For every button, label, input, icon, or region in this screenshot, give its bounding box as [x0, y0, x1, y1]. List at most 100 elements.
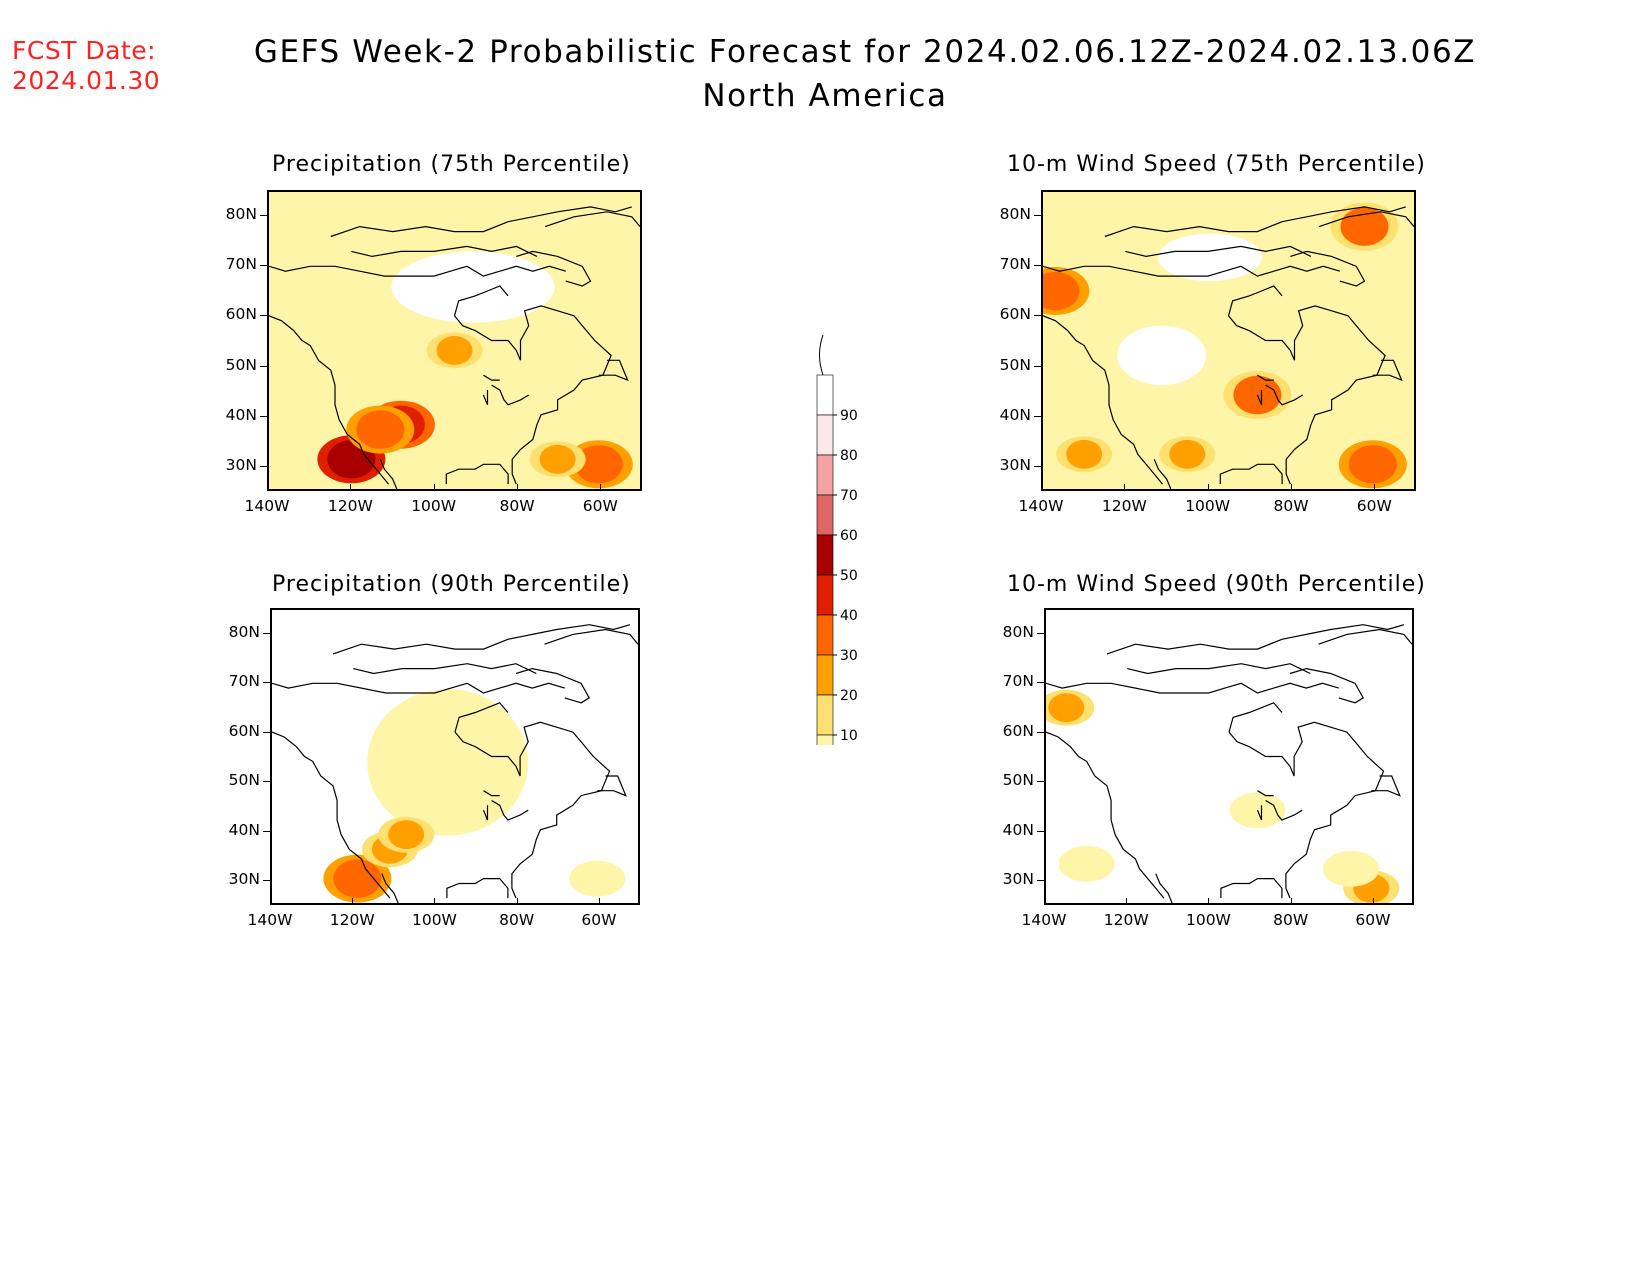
coastline-gulf-california	[379, 459, 398, 489]
coastline-baffin	[516, 250, 592, 287]
coastline-gulf	[1220, 878, 1283, 899]
colorbar-swatch	[816, 614, 834, 656]
lon-tickmark	[434, 898, 436, 905]
coastline-gulf	[446, 878, 509, 899]
lat-tick-label: 30N	[1002, 870, 1034, 889]
lon-tickmark	[1126, 898, 1128, 905]
lat-tick-label: 50N	[999, 355, 1031, 374]
lat-tick-label: 70N	[228, 672, 260, 691]
field-maximum	[574, 445, 623, 484]
lon-tick-label: 60W	[1356, 497, 1392, 515]
coastline-gulf-california	[1155, 873, 1173, 903]
coastline-hudson-east	[1228, 721, 1385, 899]
coastline-baffin	[1289, 667, 1365, 704]
coastline-arctic-islands	[332, 624, 631, 655]
forecast-date-label: FCST Date: 2024.01.30	[12, 36, 160, 96]
lat-tickmark	[263, 830, 270, 832]
lat-tick-label: 50N	[225, 355, 257, 374]
lake-superior	[1257, 374, 1274, 381]
lat-tick-label: 80N	[1002, 622, 1034, 641]
lat-tickmark	[1034, 365, 1041, 367]
lon-tickmark	[1041, 484, 1042, 491]
great-lakes	[491, 799, 529, 821]
lake-superior	[483, 374, 500, 381]
lon-tick-label: 80W	[1273, 497, 1309, 515]
lat-tickmark	[263, 880, 270, 882]
coastline-greenland	[1319, 211, 1414, 228]
lat-tickmark	[1034, 465, 1041, 467]
coastline-west	[1043, 315, 1163, 485]
great-lakes	[491, 384, 530, 406]
coastline-arctic-islands	[1106, 624, 1405, 655]
lon-tick-label: 140W	[244, 497, 290, 515]
lake-michigan	[482, 390, 489, 406]
lat-tickmark	[260, 415, 267, 417]
lon-tick-label: 120W	[329, 911, 375, 929]
coastline-archipelago	[1127, 663, 1311, 675]
lon-tick-label: 120W	[327, 497, 373, 515]
title-line-1: GEFS Week-2 Probabilistic Forecast for 2…	[253, 34, 1477, 70]
lon-tickmark	[1124, 484, 1126, 491]
colorbar-swatch	[816, 654, 834, 696]
coastline-arctic-islands	[1104, 206, 1406, 238]
field-maximum	[1333, 854, 1369, 884]
colorbar-label: 40	[840, 608, 858, 624]
coastline-hudson-east	[454, 305, 612, 485]
coastline-greenland	[544, 628, 638, 645]
lon-tickmark	[433, 484, 435, 491]
colorbar-top-cap	[819, 334, 824, 376]
coastline-baffin	[515, 667, 591, 704]
coastline-gulf	[445, 463, 509, 485]
panel-title-wind-90: 10-m Wind Speed (90th Percentile)	[1007, 572, 1426, 597]
lon-tickmark	[1374, 484, 1376, 491]
lon-tick-label: 80W	[499, 911, 535, 929]
coastline-archipelago	[351, 245, 538, 258]
coastline-gulf	[1219, 463, 1283, 485]
map-wind-90	[1044, 608, 1414, 905]
field-maximum	[388, 820, 425, 849]
coastline-hudson-north	[1228, 702, 1283, 733]
lat-tickmark	[1037, 781, 1044, 783]
lat-tick-label: 50N	[1002, 771, 1034, 790]
field-maximum	[1340, 207, 1389, 246]
coastline-hudson-north	[454, 702, 509, 733]
colorbar-swatch	[816, 414, 834, 456]
colorbar-swatch	[816, 734, 834, 776]
field-maximum	[1068, 849, 1105, 879]
lake-superior	[483, 790, 500, 797]
colorbar-label: 30	[840, 648, 858, 664]
lon-tickmark	[270, 898, 271, 905]
lon-tickmark	[352, 898, 354, 905]
lat-tickmark	[1037, 830, 1044, 832]
lon-tick-label: 140W	[1018, 497, 1064, 515]
lat-tick-label: 80N	[225, 205, 257, 224]
coastline-arctic	[1046, 682, 1339, 694]
colorbar-label: 70	[840, 488, 858, 504]
coastline-arctic	[272, 682, 565, 694]
colorbar-swatch	[816, 494, 834, 536]
lon-tickmark	[1290, 898, 1292, 905]
coastline-arctic	[269, 265, 566, 277]
lon-tickmark	[516, 898, 518, 905]
coastline-archipelago	[353, 663, 537, 675]
lon-tickmark	[600, 484, 602, 491]
no-signal-area	[1158, 233, 1262, 282]
field-maximum	[1239, 795, 1276, 825]
lat-tick-label: 40N	[999, 405, 1031, 424]
coastline-west	[1046, 731, 1165, 899]
lon-tick-label: 100W	[1185, 911, 1231, 929]
colorbar-swatch	[816, 454, 834, 496]
lat-tick-label: 30N	[999, 455, 1031, 474]
coastline-archipelago	[1125, 245, 1312, 258]
colorbar: 90 80 70 60 50 40 30 20 10	[808, 334, 868, 816]
lon-tick-label: 140W	[1021, 911, 1067, 929]
lon-tickmark	[1208, 898, 1210, 905]
lat-tickmark	[260, 315, 267, 317]
field-maximum	[436, 336, 473, 365]
lon-tickmark	[267, 484, 268, 491]
forecast-date-caption: FCST Date:	[12, 36, 157, 65]
coastline-arctic	[1043, 265, 1340, 277]
lat-tick-label: 70N	[999, 255, 1031, 274]
lat-tickmark	[1037, 632, 1044, 634]
coastline-greenland	[545, 211, 640, 228]
